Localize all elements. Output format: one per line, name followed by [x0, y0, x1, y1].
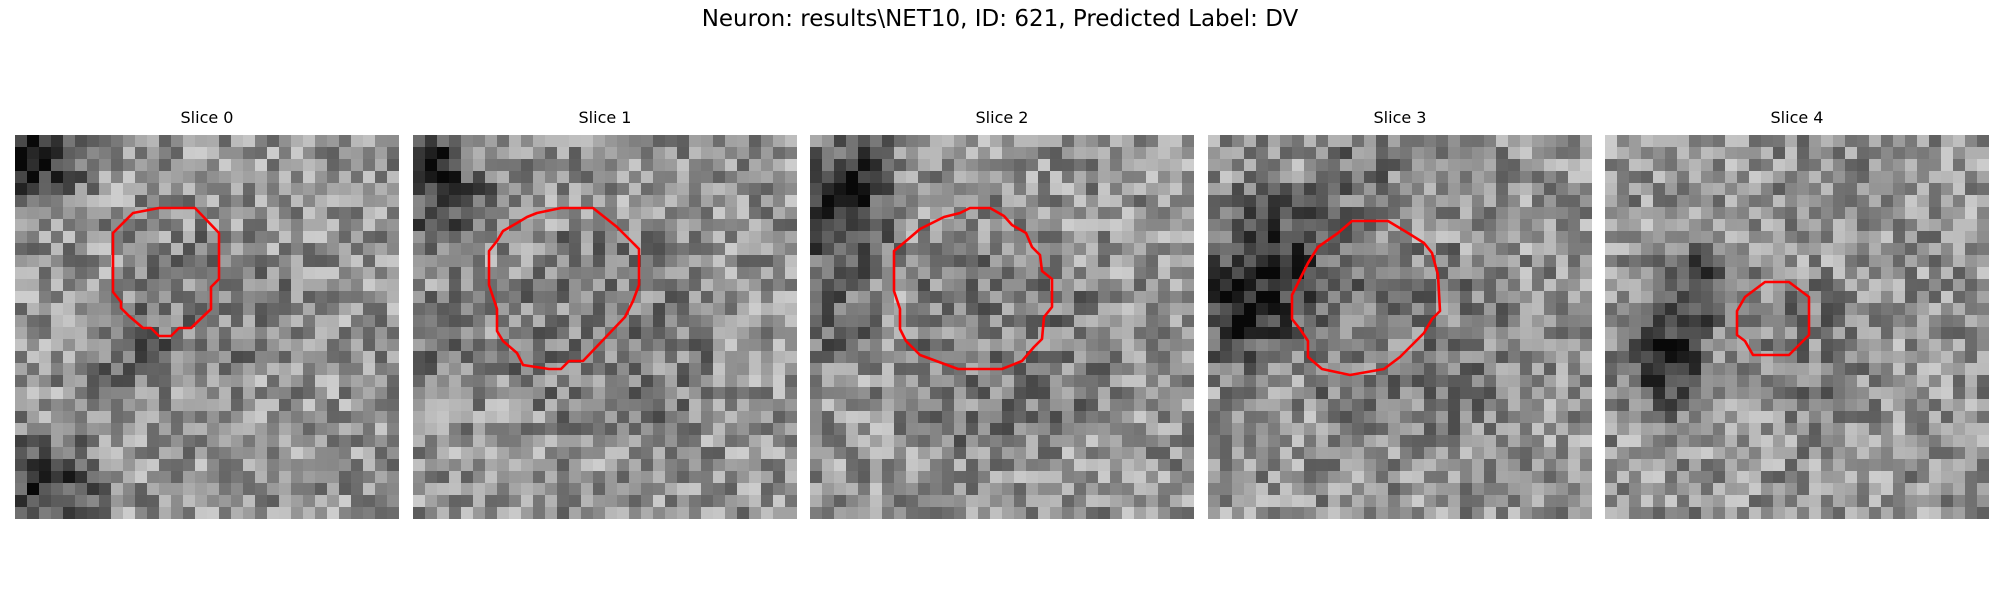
slice-title: Slice 3: [1373, 108, 1427, 127]
slice-image: [1605, 135, 1989, 519]
slice-title: Slice 2: [975, 108, 1029, 127]
slice-image: [1208, 135, 1592, 519]
roi-outline: [892, 206, 1054, 371]
roi-outline: [111, 206, 221, 338]
slice-title: Slice 4: [1770, 108, 1824, 127]
roi-outline: [1290, 219, 1442, 377]
slice-image: [810, 135, 1194, 519]
slice-image: [413, 135, 797, 519]
slice-title: Slice 1: [578, 108, 632, 127]
figure-title: Neuron: results\NET10, ID: 621, Predicte…: [701, 6, 1299, 32]
roi-outline: [1735, 280, 1811, 357]
roi-outline: [487, 206, 641, 371]
slice-image: [15, 135, 399, 519]
slice-title: Slice 0: [180, 108, 234, 127]
